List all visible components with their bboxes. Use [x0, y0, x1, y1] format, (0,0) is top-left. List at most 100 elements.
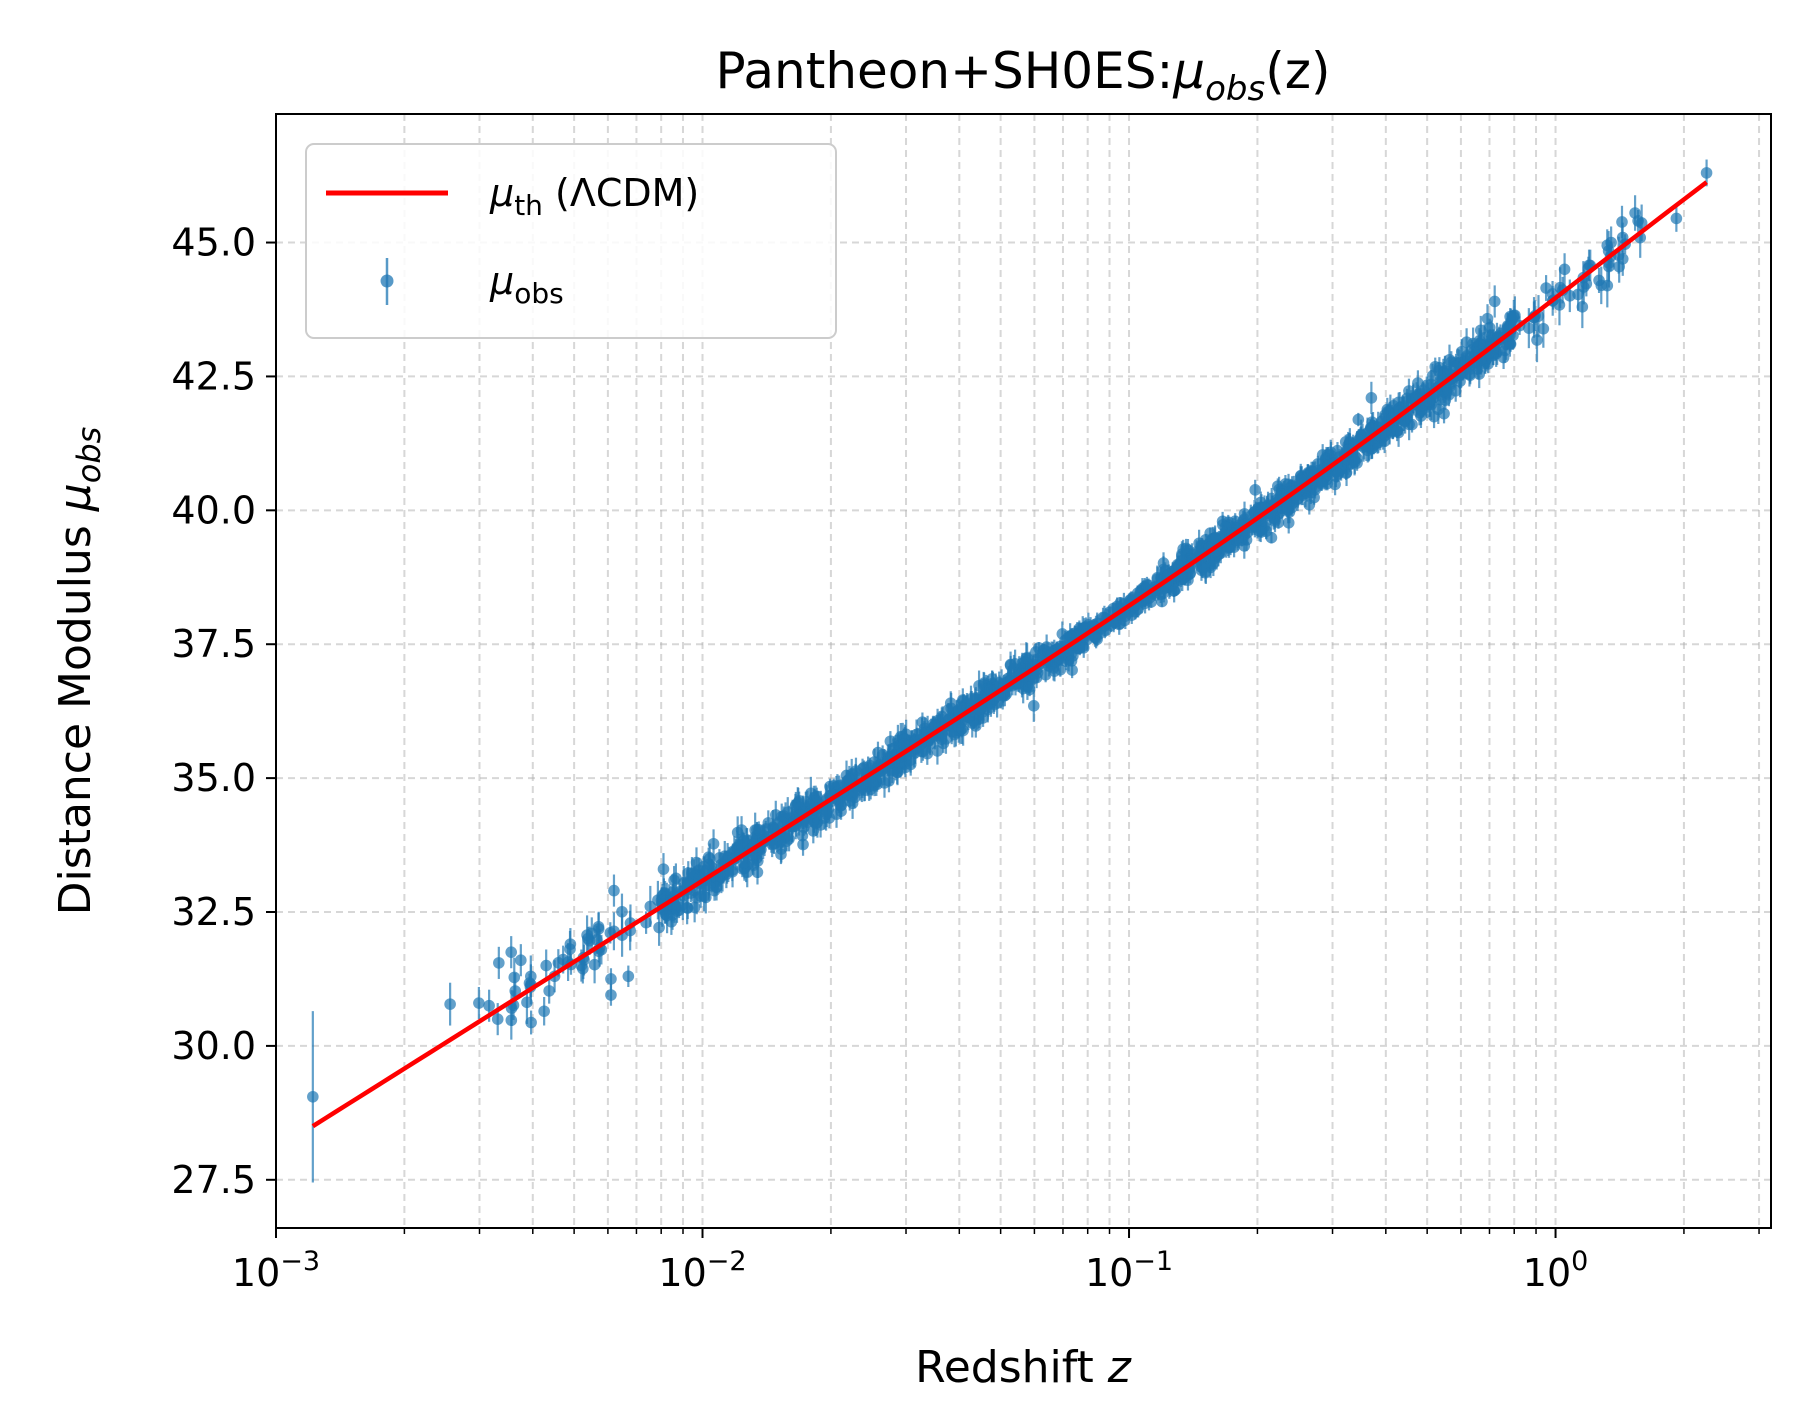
point-marker [307, 1090, 319, 1103]
x-tick-base: 10 [1085, 1251, 1133, 1295]
data-point [1361, 438, 1374, 463]
x-tick-base: 10 [1523, 1251, 1571, 1295]
point-marker [1613, 260, 1625, 273]
data-point [525, 1010, 537, 1035]
data-point [1558, 253, 1571, 286]
point-marker [1141, 579, 1153, 591]
point-marker [1616, 216, 1628, 228]
point-marker [796, 829, 809, 842]
point-marker [738, 857, 750, 869]
data-point [681, 896, 694, 920]
point-marker [801, 816, 813, 828]
point-marker [848, 788, 860, 800]
point-marker [605, 989, 617, 1001]
data-point [1265, 531, 1278, 544]
point-marker [1605, 236, 1617, 249]
point-marker [622, 970, 635, 983]
point-marker [1004, 658, 1017, 671]
point-marker [904, 758, 917, 771]
y-tick-label: 35.0 [171, 756, 256, 800]
data-point [884, 731, 897, 752]
point-marker [1365, 422, 1378, 434]
point-marker [1209, 532, 1221, 545]
point-marker [1635, 217, 1648, 229]
data-point [585, 917, 598, 950]
point-marker [585, 927, 598, 940]
x-tick-label: 10−2 [658, 1246, 746, 1295]
data-point [1365, 419, 1378, 437]
data-point [1219, 519, 1232, 535]
point-marker [1523, 322, 1535, 334]
point-marker [1315, 478, 1328, 490]
data-point [515, 944, 527, 977]
y-tick-label: 32.5 [171, 890, 256, 934]
point-marker [588, 958, 601, 971]
ticks: 10−3 10−2 10−1 10027.530.032.535.037.540.04… [171, 221, 1760, 1295]
point-marker [1670, 212, 1683, 225]
x-tick-exponent: 0 [1571, 1246, 1588, 1277]
point-marker [1500, 338, 1512, 351]
point-marker [707, 837, 720, 850]
data-point [1613, 250, 1625, 283]
point-marker [1065, 655, 1078, 667]
data-point [904, 753, 917, 776]
data-point [1157, 586, 1170, 600]
point-marker [856, 763, 869, 775]
data-point [1209, 532, 1221, 545]
point-marker [1171, 558, 1184, 571]
point-marker [1564, 290, 1576, 302]
point-marker [1177, 543, 1189, 555]
point-marker [543, 985, 555, 997]
point-marker [505, 946, 518, 958]
point-marker [444, 998, 456, 1010]
point-marker [884, 735, 897, 748]
data-point [1255, 526, 1268, 538]
point-marker [1265, 531, 1278, 544]
point-marker [1497, 351, 1510, 364]
point-marker [1157, 587, 1170, 599]
data-point [810, 787, 823, 805]
point-marker [1238, 508, 1251, 520]
x-tick-exponent: −1 [1133, 1246, 1173, 1277]
data-point [781, 797, 794, 828]
data-point [752, 821, 765, 839]
point-marker [1027, 700, 1040, 712]
data-point [1348, 450, 1361, 474]
x-axis-label-text: Redshift [915, 1342, 1108, 1393]
point-marker [483, 999, 495, 1012]
data-point [1020, 642, 1033, 674]
data-point [856, 758, 869, 779]
point-marker [1473, 338, 1486, 350]
point-marker [1379, 429, 1392, 442]
data-point [1700, 159, 1713, 187]
point-marker [1265, 492, 1278, 505]
point-marker [493, 957, 505, 969]
point-marker [752, 824, 765, 836]
data-point [942, 702, 955, 717]
x-tick-label: 10−3 [232, 1246, 320, 1295]
point-marker [735, 824, 748, 836]
data-point [1413, 399, 1426, 426]
point-marker [1066, 664, 1078, 676]
data-point [707, 829, 720, 859]
point-marker [681, 876, 694, 888]
point-marker [1426, 370, 1439, 382]
data-point [444, 982, 456, 1026]
x-axis-label-var: z [1107, 1342, 1132, 1393]
point-marker [1077, 641, 1090, 654]
data-point [473, 986, 485, 1020]
data-point [622, 965, 635, 987]
point-marker [872, 746, 884, 759]
point-marker [1361, 444, 1374, 457]
x-tick-label: 100 [1523, 1246, 1589, 1295]
data-point [1365, 381, 1378, 414]
point-marker [1352, 413, 1365, 426]
point-marker [1348, 456, 1361, 468]
point-marker [1576, 301, 1589, 313]
point-marker [929, 719, 941, 731]
data-point [538, 997, 550, 1026]
point-marker [846, 797, 859, 810]
point-marker [1413, 406, 1426, 419]
point-marker [781, 806, 794, 819]
